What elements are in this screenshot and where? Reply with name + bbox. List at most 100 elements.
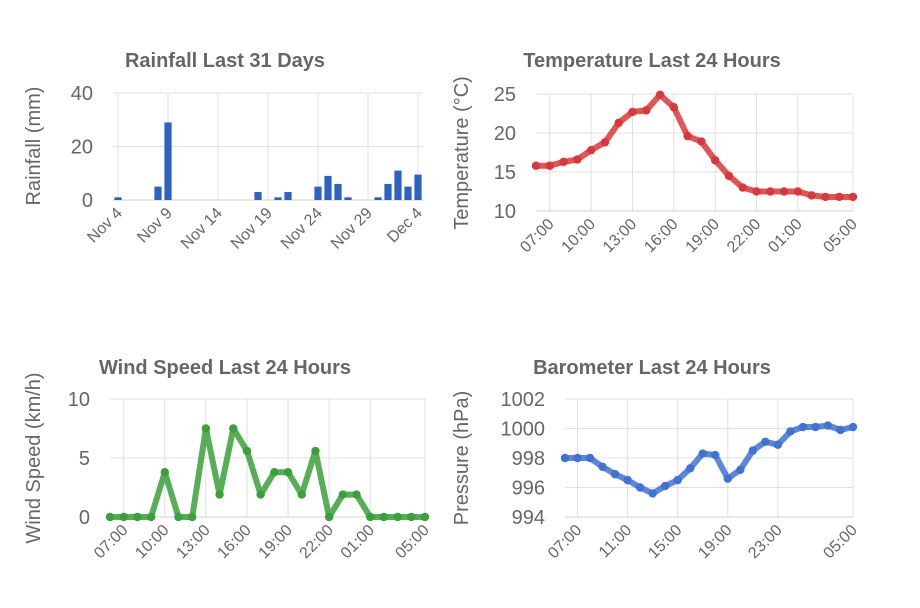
baro-y-tick-label: 1000 xyxy=(501,419,546,441)
wind-data-point xyxy=(215,490,224,499)
rain-x-tick-label: Nov 14 xyxy=(178,205,226,253)
temp-data-point xyxy=(531,161,541,170)
baro-data-point xyxy=(648,489,657,498)
baro-series-line xyxy=(562,422,856,497)
temp-data-point xyxy=(683,131,692,141)
temp-data-point xyxy=(600,138,610,147)
baro-y-tick-label: 996 xyxy=(512,478,545,500)
wind-data-point xyxy=(338,490,348,499)
temp-x-tick-label: 01:00 xyxy=(765,216,805,256)
rain-bar xyxy=(324,175,332,200)
wind-data-point xyxy=(174,512,183,522)
baro-data-point xyxy=(736,465,745,474)
wind-data-point xyxy=(283,467,293,477)
wind-series-line xyxy=(107,425,428,520)
baro-data-point xyxy=(761,437,770,446)
rain-bar xyxy=(404,186,412,200)
temp-data-point xyxy=(642,106,651,115)
temp-data-point xyxy=(766,187,775,196)
wind-data-point xyxy=(105,512,115,522)
temp-y-tick-label: 20 xyxy=(494,123,516,145)
wind-data-point xyxy=(379,512,389,522)
rainfall-chart-title: Rainfall Last 31 Days xyxy=(125,50,325,72)
wind-speed-y-axis-label: Wind Speed (km/h) xyxy=(23,372,45,543)
temp-x-tick-label: 19:00 xyxy=(683,216,723,256)
wind-data-point xyxy=(187,512,197,522)
rainfall-y-axis-label: Rainfall (mm) xyxy=(23,87,45,206)
wind-data-point xyxy=(242,446,252,456)
wind-y-tick-label: 10 xyxy=(68,389,90,411)
wind-y-tick-label: 5 xyxy=(79,448,90,470)
rain-bar xyxy=(374,197,382,200)
rain-bar xyxy=(384,183,392,200)
baro-y-tick-label: 1002 xyxy=(501,389,546,411)
temp-data-point xyxy=(848,192,858,202)
temp-y-tick-label: 10 xyxy=(494,201,516,223)
rain-y-tick-label: 40 xyxy=(71,83,93,105)
rain-bar xyxy=(154,186,162,200)
baro-data-point xyxy=(573,453,582,463)
wind-x-tick-label: 13:00 xyxy=(173,522,213,562)
rain-bar xyxy=(414,174,422,200)
wind-data-point xyxy=(420,512,430,522)
temperature-y-axis-label: Temperature (°C) xyxy=(451,76,473,230)
temp-data-point xyxy=(545,161,554,170)
rainfall-chart: Rainfall Last 31 Days Rainfall (mm) 0 20 4… xyxy=(23,50,426,253)
temp-data-point xyxy=(724,171,734,181)
baro-x-tick-label: 23:00 xyxy=(745,522,785,562)
rain-bar xyxy=(344,197,352,200)
baro-x-tick-label: 11:00 xyxy=(596,522,636,562)
baro-data-point xyxy=(598,462,607,472)
wind-speed-chart-title: Wind Speed Last 24 Hours xyxy=(99,357,351,379)
baro-data-point xyxy=(811,422,820,432)
wind-x-tick-label: 07:00 xyxy=(91,522,131,562)
baro-data-point xyxy=(610,470,620,479)
baro-data-point xyxy=(698,449,707,458)
wind-x-tick-label: 19:00 xyxy=(256,522,296,562)
wind-data-point xyxy=(366,512,375,522)
temp-data-point xyxy=(559,157,568,167)
temp-y-tick-label: 25 xyxy=(494,84,516,106)
wind-y-tick-label: 0 xyxy=(79,507,90,529)
baro-data-point xyxy=(786,427,795,436)
wind-data-point xyxy=(119,512,128,522)
rain-y-tick-label: 0 xyxy=(82,190,93,212)
temp-data-point xyxy=(628,107,637,117)
baro-x-tick-label: 19:00 xyxy=(695,522,735,562)
baro-data-point xyxy=(773,440,783,449)
wind-x-tick-label: 10:00 xyxy=(132,522,172,562)
wind-data-point xyxy=(201,424,211,433)
temp-x-tick-label: 22:00 xyxy=(724,216,764,256)
temp-x-tick-label: 16:00 xyxy=(641,216,681,256)
rain-bar xyxy=(314,186,322,200)
barometer-chart: Barometer Last 24 Hours Pressure (hPa) 9… xyxy=(451,357,861,562)
wind-data-point xyxy=(270,467,279,477)
barometer-chart-title: Barometer Last 24 Hours xyxy=(533,357,771,379)
temp-data-point xyxy=(793,187,803,196)
temp-data-point xyxy=(655,90,665,99)
baro-x-tick-label: 07:00 xyxy=(545,522,585,562)
wind-data-point xyxy=(352,490,361,499)
rain-bar xyxy=(164,122,172,200)
temp-x-tick-label: 13:00 xyxy=(600,216,640,256)
wind-data-point xyxy=(133,512,142,522)
baro-data-point xyxy=(673,475,682,485)
temp-data-point xyxy=(586,145,596,155)
wind-data-point xyxy=(324,512,334,522)
temp-x-tick-label: 10:00 xyxy=(559,216,599,256)
rain-bar xyxy=(284,191,292,200)
rain-bar xyxy=(254,191,262,200)
rain-x-tick-label: Nov 9 xyxy=(134,205,176,247)
temp-data-point xyxy=(573,155,582,164)
rain-bar xyxy=(114,197,122,200)
rain-x-tick-label: Nov 24 xyxy=(278,205,326,253)
rain-x-tick-label: Nov 19 xyxy=(228,205,276,253)
baro-data-point xyxy=(711,450,720,460)
rain-y-tick-label: 20 xyxy=(71,137,93,159)
temp-series-line xyxy=(533,91,856,200)
wind-data-point xyxy=(297,490,306,499)
baro-data-point xyxy=(585,453,595,463)
baro-data-point xyxy=(823,421,833,430)
baro-data-point xyxy=(748,446,758,455)
